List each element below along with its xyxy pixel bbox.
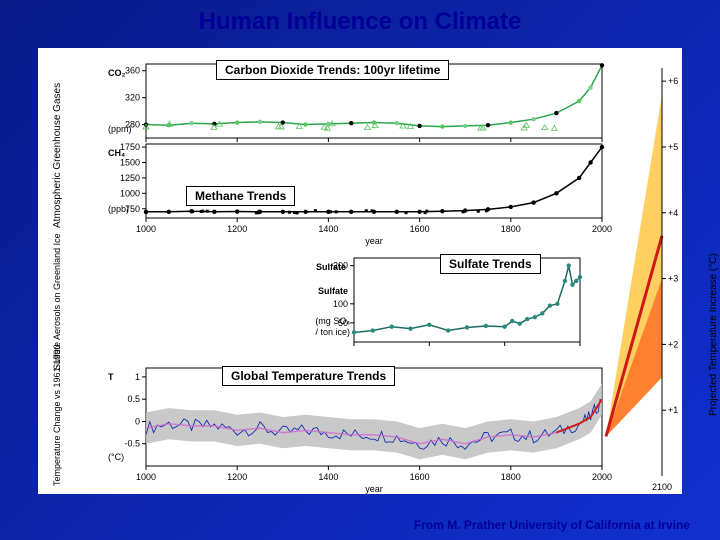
co2-label-box: Carbon Dioxide Trends: 100yr lifetime (216, 60, 449, 80)
svg-text:1600: 1600 (410, 472, 430, 482)
chart-area: 280320360CO₂(ppm)7501000125015001750CH₄(… (38, 48, 682, 494)
svg-text:+4: +4 (668, 208, 678, 218)
svg-text:1400: 1400 (318, 224, 338, 234)
svg-text:1600: 1600 (410, 224, 430, 234)
svg-text:+2: +2 (668, 339, 678, 349)
svg-text:1800: 1800 (501, 472, 521, 482)
svg-text:year: year (365, 484, 383, 494)
svg-text:1000: 1000 (136, 224, 156, 234)
svg-text:T: T (108, 372, 114, 382)
temperature-label-box: Global Temperature Trends (222, 366, 395, 386)
temp-y-axis-label: Temperature Change vs 1961-1990 (52, 344, 62, 486)
svg-text:/ ton ice): / ton ice) (315, 327, 350, 337)
svg-text:1000: 1000 (120, 188, 140, 198)
svg-text:1400: 1400 (318, 472, 338, 482)
svg-text:CH₄: CH₄ (108, 148, 125, 158)
svg-text:360: 360 (125, 66, 140, 76)
svg-text:0: 0 (135, 416, 140, 426)
svg-text:2100: 2100 (652, 482, 672, 492)
svg-text:+3: +3 (668, 274, 678, 284)
svg-text:(ppb): (ppb) (108, 204, 129, 214)
svg-text:+5: +5 (668, 142, 678, 152)
svg-text:1: 1 (135, 372, 140, 382)
svg-text:0.5: 0.5 (127, 394, 140, 404)
svg-text:Sulfate: Sulfate (318, 286, 348, 296)
projection-y-axis-label: Projected Temperature Increase (°C) (708, 253, 719, 416)
svg-text:2000: 2000 (592, 472, 612, 482)
svg-text:1200: 1200 (227, 472, 247, 482)
svg-text:320: 320 (125, 93, 140, 103)
svg-text:1000: 1000 (136, 472, 156, 482)
attribution-text: From M. Prather University of California… (414, 518, 690, 532)
ch4-label-box: Methane Trends (186, 186, 295, 206)
svg-text:1200: 1200 (227, 224, 247, 234)
svg-text:-0.5: -0.5 (124, 439, 140, 449)
svg-text:+1: +1 (668, 405, 678, 415)
svg-text:100: 100 (333, 299, 348, 309)
svg-text:(°C): (°C) (108, 452, 124, 462)
svg-text:1500: 1500 (120, 158, 140, 168)
ghg-y-axis-label: Atmospheric Greenhouse Gases (52, 83, 63, 228)
svg-text:Sulfate: Sulfate (316, 262, 346, 272)
slide-title: Human Influence on Climate (0, 8, 720, 36)
sulfate-label-box: Sulfate Trends (440, 254, 541, 274)
svg-text:CO₂: CO₂ (108, 68, 126, 78)
svg-text:+6: +6 (668, 76, 678, 86)
svg-text:year: year (365, 236, 383, 246)
svg-text:(mg SO₄: (mg SO₄ (315, 316, 350, 326)
svg-text:2000: 2000 (592, 224, 612, 234)
svg-text:1800: 1800 (501, 224, 521, 234)
svg-text:(ppm): (ppm) (108, 124, 132, 134)
svg-text:1250: 1250 (120, 173, 140, 183)
